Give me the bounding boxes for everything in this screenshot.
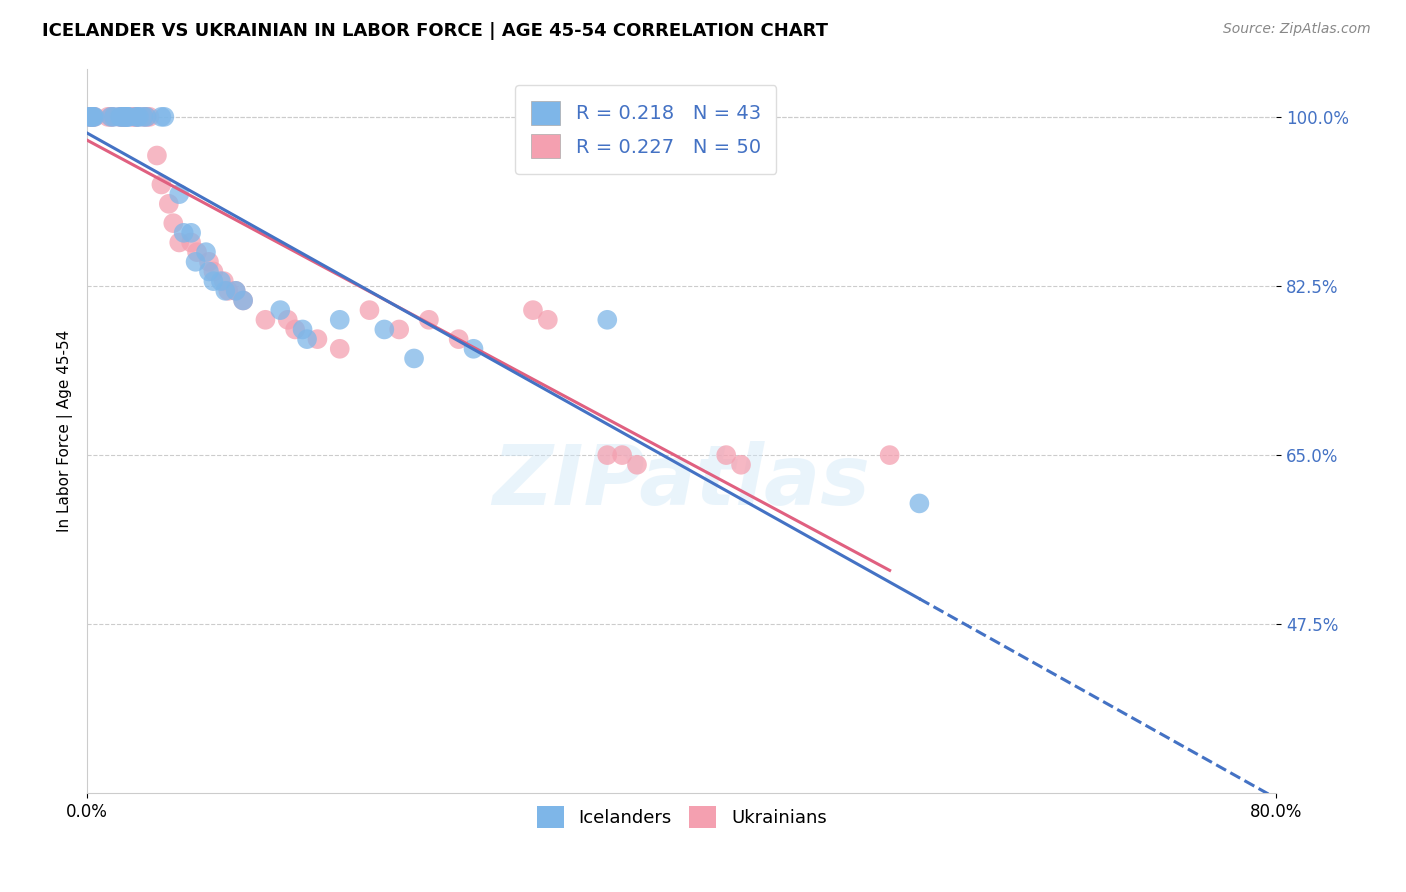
- Point: [307, 332, 329, 346]
- Point: [232, 293, 254, 308]
- Point: [125, 110, 148, 124]
- Point: [730, 458, 752, 472]
- Point: [180, 235, 202, 250]
- Point: [162, 216, 184, 230]
- Point: [217, 284, 239, 298]
- Point: [108, 110, 131, 124]
- Point: [112, 110, 135, 124]
- Point: [447, 332, 470, 346]
- Point: [329, 342, 352, 356]
- Point: [610, 448, 633, 462]
- Point: [402, 351, 425, 366]
- Point: [121, 110, 143, 124]
- Point: [77, 110, 100, 124]
- Point: [124, 110, 146, 124]
- Point: [212, 274, 235, 288]
- Point: [103, 110, 125, 124]
- Point: [626, 458, 648, 472]
- Point: [596, 313, 619, 327]
- Text: ICELANDER VS UKRAINIAN IN LABOR FORCE | AGE 45-54 CORRELATION CHART: ICELANDER VS UKRAINIAN IN LABOR FORCE | …: [42, 22, 828, 40]
- Point: [388, 322, 411, 336]
- Point: [111, 110, 134, 124]
- Point: [537, 313, 560, 327]
- Text: ZIPatlas: ZIPatlas: [492, 442, 870, 522]
- Point: [277, 313, 299, 327]
- Point: [329, 313, 352, 327]
- Point: [225, 284, 247, 298]
- Point: [295, 332, 318, 346]
- Point: [115, 110, 138, 124]
- Point: [135, 110, 157, 124]
- Point: [83, 110, 105, 124]
- Point: [118, 110, 141, 124]
- Point: [157, 196, 180, 211]
- Point: [127, 110, 149, 124]
- Point: [82, 110, 104, 124]
- Point: [714, 448, 737, 462]
- Point: [114, 110, 136, 124]
- Point: [108, 110, 131, 124]
- Point: [132, 110, 155, 124]
- Point: [194, 245, 217, 260]
- Point: [284, 322, 307, 336]
- Point: [879, 448, 901, 462]
- Point: [128, 110, 150, 124]
- Point: [115, 110, 138, 124]
- Point: [269, 303, 291, 318]
- Point: [79, 110, 101, 124]
- Point: [125, 110, 148, 124]
- Point: [214, 284, 236, 298]
- Point: [291, 322, 314, 336]
- Point: [359, 303, 381, 318]
- Point: [150, 178, 173, 192]
- Point: [112, 110, 135, 124]
- Text: Source: ZipAtlas.com: Source: ZipAtlas.com: [1223, 22, 1371, 37]
- Point: [100, 110, 122, 124]
- Point: [135, 110, 157, 124]
- Point: [80, 110, 103, 124]
- Legend: Icelanders, Ukrainians: Icelanders, Ukrainians: [529, 798, 834, 835]
- Point: [97, 110, 120, 124]
- Point: [463, 342, 485, 356]
- Point: [186, 245, 208, 260]
- Point: [180, 226, 202, 240]
- Point: [153, 110, 176, 124]
- Point: [167, 187, 190, 202]
- Point: [111, 110, 134, 124]
- Point: [225, 284, 247, 298]
- Point: [138, 110, 160, 124]
- Point: [202, 274, 225, 288]
- Point: [127, 110, 149, 124]
- Y-axis label: In Labor Force | Age 45-54: In Labor Force | Age 45-54: [58, 330, 73, 532]
- Point: [100, 110, 122, 124]
- Point: [150, 110, 173, 124]
- Point: [146, 148, 169, 162]
- Point: [167, 235, 190, 250]
- Point: [114, 110, 136, 124]
- Point: [418, 313, 440, 327]
- Point: [110, 110, 132, 124]
- Point: [202, 264, 225, 278]
- Point: [101, 110, 124, 124]
- Point: [373, 322, 395, 336]
- Point: [173, 226, 195, 240]
- Point: [82, 110, 104, 124]
- Point: [198, 264, 221, 278]
- Point: [232, 293, 254, 308]
- Point: [77, 110, 100, 124]
- Point: [83, 110, 105, 124]
- Point: [82, 110, 104, 124]
- Point: [79, 110, 101, 124]
- Point: [908, 496, 931, 510]
- Point: [254, 313, 277, 327]
- Point: [110, 110, 132, 124]
- Point: [522, 303, 544, 318]
- Point: [198, 255, 221, 269]
- Point: [184, 255, 207, 269]
- Point: [132, 110, 155, 124]
- Point: [209, 274, 232, 288]
- Point: [80, 110, 103, 124]
- Point: [596, 448, 619, 462]
